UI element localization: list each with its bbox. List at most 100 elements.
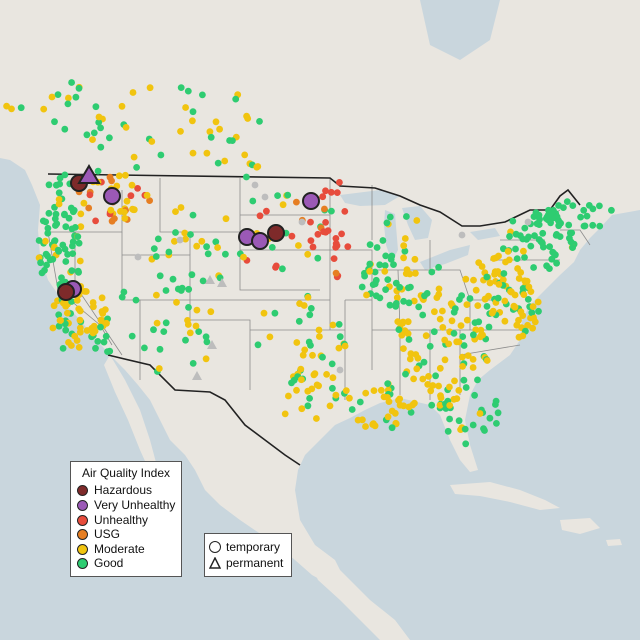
station-marker (319, 353, 326, 361)
station-marker (268, 244, 276, 251)
station-marker (535, 307, 542, 315)
station-marker (436, 315, 444, 323)
station-marker (563, 198, 571, 206)
baja-california (104, 355, 158, 472)
station-marker (523, 277, 531, 285)
station-marker (448, 317, 456, 325)
station-marker (90, 303, 97, 311)
station-marker (388, 252, 396, 260)
station-marker (400, 254, 407, 262)
station-marker (295, 317, 303, 325)
station-marker (307, 218, 314, 226)
station-marker (182, 104, 190, 111)
station-marker (476, 410, 484, 417)
station-marker (249, 197, 257, 205)
station-marker (130, 206, 137, 214)
station-marker (519, 312, 527, 319)
station-marker (40, 105, 48, 113)
station-marker (43, 261, 50, 269)
station-marker (162, 287, 170, 294)
station-marker (531, 232, 538, 240)
station-marker (143, 191, 151, 199)
station-marker (3, 102, 10, 110)
station-marker (393, 294, 401, 302)
station-marker (94, 167, 102, 175)
station-marker (362, 389, 370, 397)
station-marker (160, 328, 168, 335)
station-marker (71, 224, 79, 231)
station-marker (386, 301, 394, 309)
station-marker (528, 309, 536, 317)
hazardous-swatch (77, 484, 88, 496)
station-marker (153, 319, 161, 327)
station-marker (132, 296, 140, 304)
station-marker (284, 191, 292, 199)
station-marker (392, 303, 400, 310)
station-marker (435, 285, 443, 293)
station-marker (372, 292, 380, 300)
station-marker (83, 131, 91, 139)
station-marker (458, 353, 466, 361)
station-marker (198, 237, 206, 245)
station-marker (509, 217, 517, 225)
station-marker (173, 298, 180, 306)
station-marker (366, 267, 373, 275)
station-marker (403, 213, 410, 220)
station-marker (435, 263, 442, 271)
station-marker (266, 333, 274, 341)
station-marker (450, 330, 458, 337)
station-marker (68, 342, 75, 349)
station-marker (439, 307, 446, 315)
station-marker (256, 118, 263, 125)
station-marker (285, 392, 292, 400)
station-marker (419, 311, 427, 319)
station-marker (410, 297, 418, 305)
station-marker (490, 255, 498, 262)
station-marker (134, 185, 142, 192)
land-mass (0, 0, 640, 585)
station-marker (425, 373, 432, 380)
legend-label: Good (94, 556, 124, 570)
station-marker-permanent-large (77, 164, 101, 184)
station-marker (363, 291, 370, 299)
station-marker (369, 421, 377, 428)
station-marker (332, 391, 340, 399)
station-marker (77, 210, 85, 218)
station-marker (274, 192, 281, 200)
station-marker (485, 292, 492, 300)
station-marker (293, 386, 300, 394)
station-marker (130, 153, 138, 161)
station-marker (150, 245, 158, 253)
station-marker (462, 384, 470, 391)
station-marker (424, 381, 432, 388)
aqi-legend: Air Quality Index Hazardous Very Unhealt… (70, 461, 182, 577)
station-marker (388, 407, 396, 415)
station-marker (478, 263, 486, 270)
station-marker (64, 251, 71, 258)
station-marker (372, 276, 380, 284)
station-marker (398, 331, 406, 339)
station-marker (366, 241, 374, 249)
station-marker (536, 215, 543, 223)
station-marker (177, 127, 184, 135)
station-marker (589, 221, 597, 229)
station-marker (420, 358, 428, 366)
station-marker (494, 409, 502, 417)
legend-label: temporary (226, 540, 281, 554)
station-marker (501, 317, 509, 325)
station-marker (121, 214, 129, 222)
station-marker (72, 93, 80, 101)
station-marker (240, 253, 247, 261)
station-marker (185, 285, 193, 293)
legend-label: permanent (226, 556, 284, 570)
station-marker (38, 269, 46, 277)
station-marker (462, 275, 470, 283)
station-marker (519, 332, 527, 340)
station-marker (94, 338, 102, 345)
station-marker (335, 321, 343, 328)
station-marker (316, 333, 323, 340)
station-marker (56, 317, 64, 324)
station-marker (157, 151, 165, 159)
station-marker (427, 387, 435, 395)
station-marker (515, 275, 523, 282)
